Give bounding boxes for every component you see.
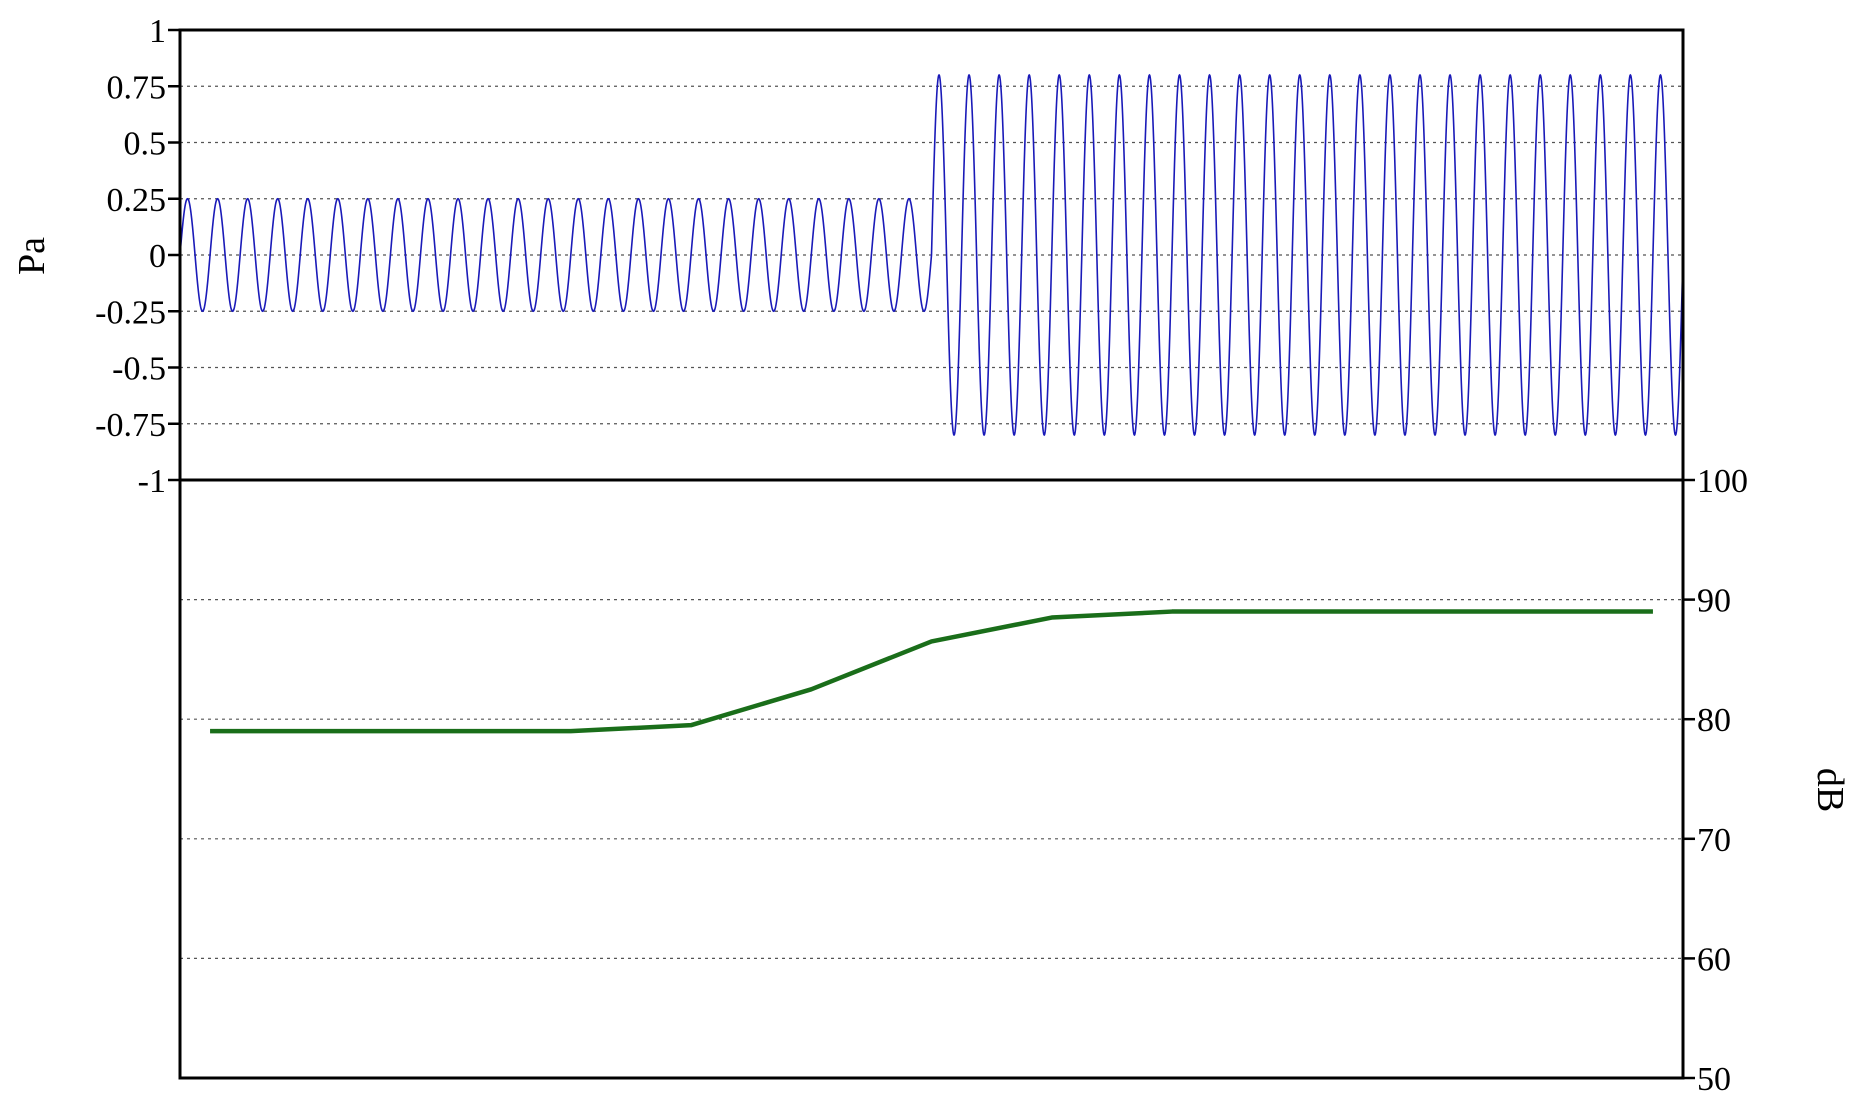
pressure-panel: 1 0.75 0.5 0.25 0 -0.25 -0.5 -0.75 -1 [95, 13, 1685, 500]
y-tick-label: -0.75 [95, 407, 166, 444]
y-tick-label: 70 [1697, 822, 1731, 859]
y-tick-label: -1 [138, 463, 166, 500]
y-tick-label: 0 [149, 238, 166, 275]
pressure-waveform-line [179, 73, 1684, 437]
y-axis-title-left: Pa [11, 237, 53, 275]
y-tick-label: 50 [1697, 1061, 1731, 1098]
y-tick-label: 60 [1697, 941, 1731, 978]
y-tick-label: 0.25 [107, 182, 167, 219]
level-plot-frame [178, 478, 1685, 1080]
y-axis-title-right: dB [1809, 768, 1851, 812]
level-panel: 100 90 80 70 60 50 [178, 463, 1748, 1098]
level-line [210, 609, 1653, 734]
y-tick-label: -0.5 [112, 351, 166, 388]
y-tick-label: 0.5 [124, 126, 167, 163]
y-tick-label: 100 [1697, 463, 1748, 500]
y-tick-label: 0.75 [107, 69, 167, 106]
y-tick-label: -0.25 [95, 294, 166, 331]
y-tick-label: 90 [1697, 583, 1731, 620]
y-tick-label: 80 [1697, 702, 1731, 739]
y-tick-label: 1 [149, 13, 166, 50]
